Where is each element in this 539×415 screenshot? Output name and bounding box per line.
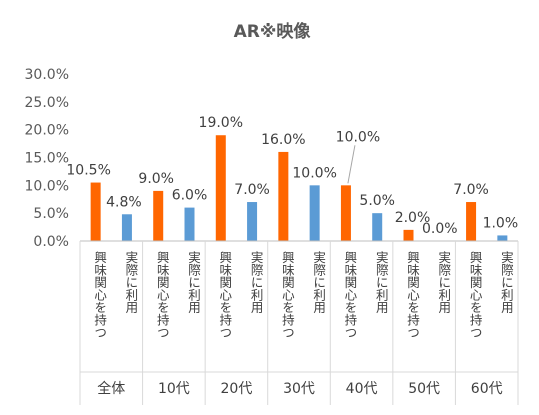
bar-interest	[340, 185, 351, 241]
category-label: 興味関心を持つ	[92, 251, 107, 339]
bar-usage	[247, 202, 258, 241]
bar-interest	[278, 151, 289, 241]
bar-interest	[215, 135, 226, 241]
bar-interest	[466, 202, 477, 241]
data-label: 9.0%	[138, 171, 174, 187]
leader-line	[347, 145, 356, 184]
bars	[90, 135, 508, 241]
category-label: 興味関心を持つ	[217, 251, 232, 339]
bar-usage	[121, 214, 132, 241]
y-tick-label: 25.0%	[25, 95, 69, 111]
category-label: 興味関心を持つ	[155, 251, 170, 339]
data-label: 10.0%	[292, 165, 336, 181]
group-label: 20代	[221, 381, 253, 397]
chart-title: AR※映像	[234, 21, 312, 42]
data-label: 16.0%	[261, 132, 305, 148]
data-label: 10.0%	[336, 129, 380, 145]
category-label: 興味関心を持つ	[468, 251, 483, 339]
group-label: 60代	[471, 381, 503, 397]
bar-usage	[497, 235, 508, 241]
y-axis-ticks: 0.0% 5.0% 10.0% 15.0% 20.0% 25.0% 30.0%	[25, 67, 69, 250]
group-label: 全体	[97, 380, 125, 397]
data-label: 2.0%	[395, 210, 431, 226]
bar-interest	[153, 190, 164, 241]
data-labels: 10.5% 4.8% 9.0%6.0% 19.0% 7.0% 16.0% 10.0% 10.0…	[66, 115, 518, 237]
data-label: 7.0%	[234, 182, 270, 198]
category-labels: 興味関心を持つ 実際に利用 興味関心を持つ 実際に利用 興味関心を持つ 実際に利用 興味関心…	[92, 250, 514, 339]
data-label: 0.0%	[422, 221, 458, 237]
group-labels: 全体 10代 20代 30代 40代 50代 60代	[97, 380, 502, 397]
group-label: 10代	[158, 381, 190, 397]
data-label: 6.0%	[172, 188, 208, 204]
y-tick-label: 30.0%	[25, 67, 69, 83]
y-tick-label: 10.0%	[25, 178, 69, 194]
category-label: 実際に利用	[374, 250, 389, 314]
category-label: 実際に利用	[499, 250, 514, 314]
data-label: 19.0%	[199, 115, 243, 131]
data-label: 1.0%	[483, 215, 519, 231]
data-label: 7.0%	[453, 182, 489, 198]
group-dividers	[79, 241, 519, 405]
category-label: 実際に利用	[436, 250, 451, 314]
group-label: 50代	[408, 381, 440, 397]
group-label: 30代	[283, 381, 315, 397]
bar-interest	[90, 182, 101, 241]
bar-usage	[184, 207, 195, 241]
bar-usage	[372, 213, 383, 241]
y-tick-label: 15.0%	[25, 151, 69, 167]
y-tick-label: 0.0%	[33, 234, 69, 250]
category-label: 実際に利用	[311, 250, 326, 314]
category-label: 興味関心を持つ	[405, 251, 420, 339]
category-label: 実際に利用	[186, 250, 201, 314]
data-label: 5.0%	[359, 193, 395, 209]
bar-interest	[403, 229, 414, 241]
y-tick-label: 5.0%	[33, 206, 69, 222]
bar-usage	[309, 185, 320, 241]
category-label: 興味関心を持つ	[342, 251, 357, 339]
category-label: 興味関心を持つ	[280, 251, 295, 339]
category-label: 実際に利用	[249, 250, 264, 314]
y-tick-label: 20.0%	[25, 123, 69, 139]
category-label: 実際に利用	[123, 250, 138, 314]
data-label: 10.5%	[66, 163, 110, 179]
group-label: 40代	[346, 381, 378, 397]
data-label: 4.8%	[106, 194, 142, 210]
